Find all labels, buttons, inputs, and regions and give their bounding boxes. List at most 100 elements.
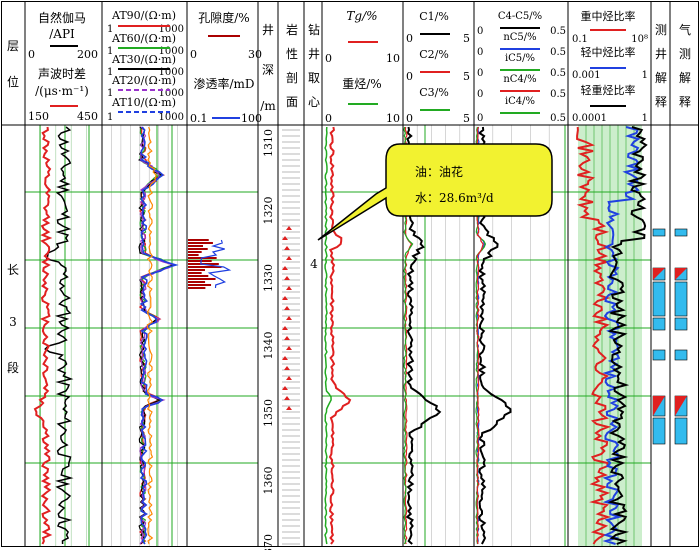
depth-tick-1320: 1320 [262,197,275,225]
depth-tick-1350: 1350 [262,399,275,427]
core-number: 4 [310,257,318,271]
lith-oil-mark [284,276,290,280]
gr-unit: /API [49,27,75,41]
ic5-name: iC5/% [505,53,535,64]
lith-oil-mark [282,386,288,390]
res-2-name: AT30/(Ω·m) [111,53,176,66]
por-min: 0 [190,48,197,61]
ratio-1-name: 重中烃比率 [581,9,636,23]
core-header-4: 心 [308,95,320,109]
res-0-name: AT90/(Ω·m) [111,9,176,22]
ratio-2-curve [602,126,643,545]
c3-name: C3/% [419,86,449,99]
res-1-name: AT60/(Ω·m) [111,32,176,45]
lith-header-2: 性 [286,47,298,61]
interp2-header-3: 解 [679,71,691,85]
interp2-header-4: 释 [679,95,691,109]
track-separators [24,1,671,546]
log-interp-block-3 [652,317,666,331]
layer-header-1: 层 [7,39,19,53]
depth-tick-1310: 1310 [262,129,275,157]
heavy-min: 0 [325,112,332,125]
interp1-header-4: 释 [655,95,667,109]
res-4-max: 1000 [159,112,184,123]
callout-line-2: 水：28.6m³/d [415,191,494,205]
res-3-min: 1 [107,88,113,99]
c1-max: 5 [463,32,470,45]
heavy-curve [324,126,332,545]
lith-header-4: 面 [286,95,298,109]
log-interp-oil-5 [653,396,665,416]
res-1-max: 1000 [159,46,184,57]
gas-interp-oil-5 [675,396,687,416]
ic4-min: 0 [477,113,483,124]
gas-interp-block-2 [674,281,688,317]
res-0-min: 1 [107,24,113,35]
perm-min: 0.1 [190,112,208,125]
res-4-min: 1 [107,112,113,123]
lith-oil-mark [286,256,292,260]
callout-bubble [317,143,553,241]
ratio-3-max: 1 [642,113,648,124]
ratio-2-min: 0.001 [572,70,601,81]
interp1-header-2: 井 [655,47,667,61]
c1-name: C1/% [419,10,449,23]
depth-tick-1370: 1370 [262,534,275,550]
res-1-min: 1 [107,46,113,57]
tg-max: 10 [386,52,400,65]
ic5-min: 0 [477,68,483,79]
heavy-title: 重烃/% [342,77,381,91]
lith-oil-mark [284,306,290,310]
res-0-max: 1000 [159,24,184,35]
gr-curve [44,126,74,545]
ratio-2-max: 1 [642,70,648,81]
c45-name: C4-C5/% [498,11,542,22]
c2-name: C2/% [419,48,449,61]
interp2-header-2: 测 [679,47,691,61]
callout: 油：油花 水：28.6m³/d [317,143,553,241]
nc5-name: nC5/% [503,32,536,43]
ratio-1-max: 10⁸ [631,34,648,45]
ratio-3-curve [607,126,648,545]
depth-header-2: 深 [262,63,274,77]
header-legend-lines [50,25,626,119]
formation-char-2: 3 [9,315,17,329]
gas-interp-block-4 [674,349,688,361]
c1-min: 0 [406,32,413,45]
perm-max: 100 [241,112,262,125]
ic5-max: 0.5 [550,68,566,79]
lith-oil-mark [286,316,292,320]
lith-oil-mark [282,356,288,360]
res-at10-curve [139,126,179,545]
c3-max: 5 [463,112,470,125]
interp1-header-3: 解 [655,71,667,85]
lith-oil-mark [284,336,290,340]
heavy-max: 10 [386,112,400,125]
lith-header-1: 岩 [286,22,298,37]
res-3-max: 1000 [159,88,184,99]
formation-label: 长 3 段 [7,263,19,375]
ac-min: 150 [28,110,49,123]
lith-oil-mark [284,366,290,370]
gr-max: 200 [77,48,98,61]
callout-line-1: 油：油花 [415,164,463,179]
core-header-2: 井 [308,47,320,61]
log-interp-block-2 [652,281,666,317]
ratio-1-min: 0.1 [572,34,588,45]
ic4-name: iC4/% [505,96,535,107]
gas-interp-block-3 [674,317,688,331]
res-2-min: 1 [107,67,113,78]
log-interp-oil-1 [653,268,665,280]
ac-curve [33,126,53,545]
depth-tick-1340: 1340 [262,332,275,360]
nc4-max: 0.5 [550,89,566,100]
log-interp-block-6 [652,417,666,445]
lith-oil-mark [286,376,292,380]
perm-title: 渗透率/mD [193,76,254,91]
c3-min: 0 [406,112,413,125]
lith-oil-mark [282,326,288,330]
ratio-1-curve [576,126,612,545]
core-header-3: 取 [308,71,320,85]
